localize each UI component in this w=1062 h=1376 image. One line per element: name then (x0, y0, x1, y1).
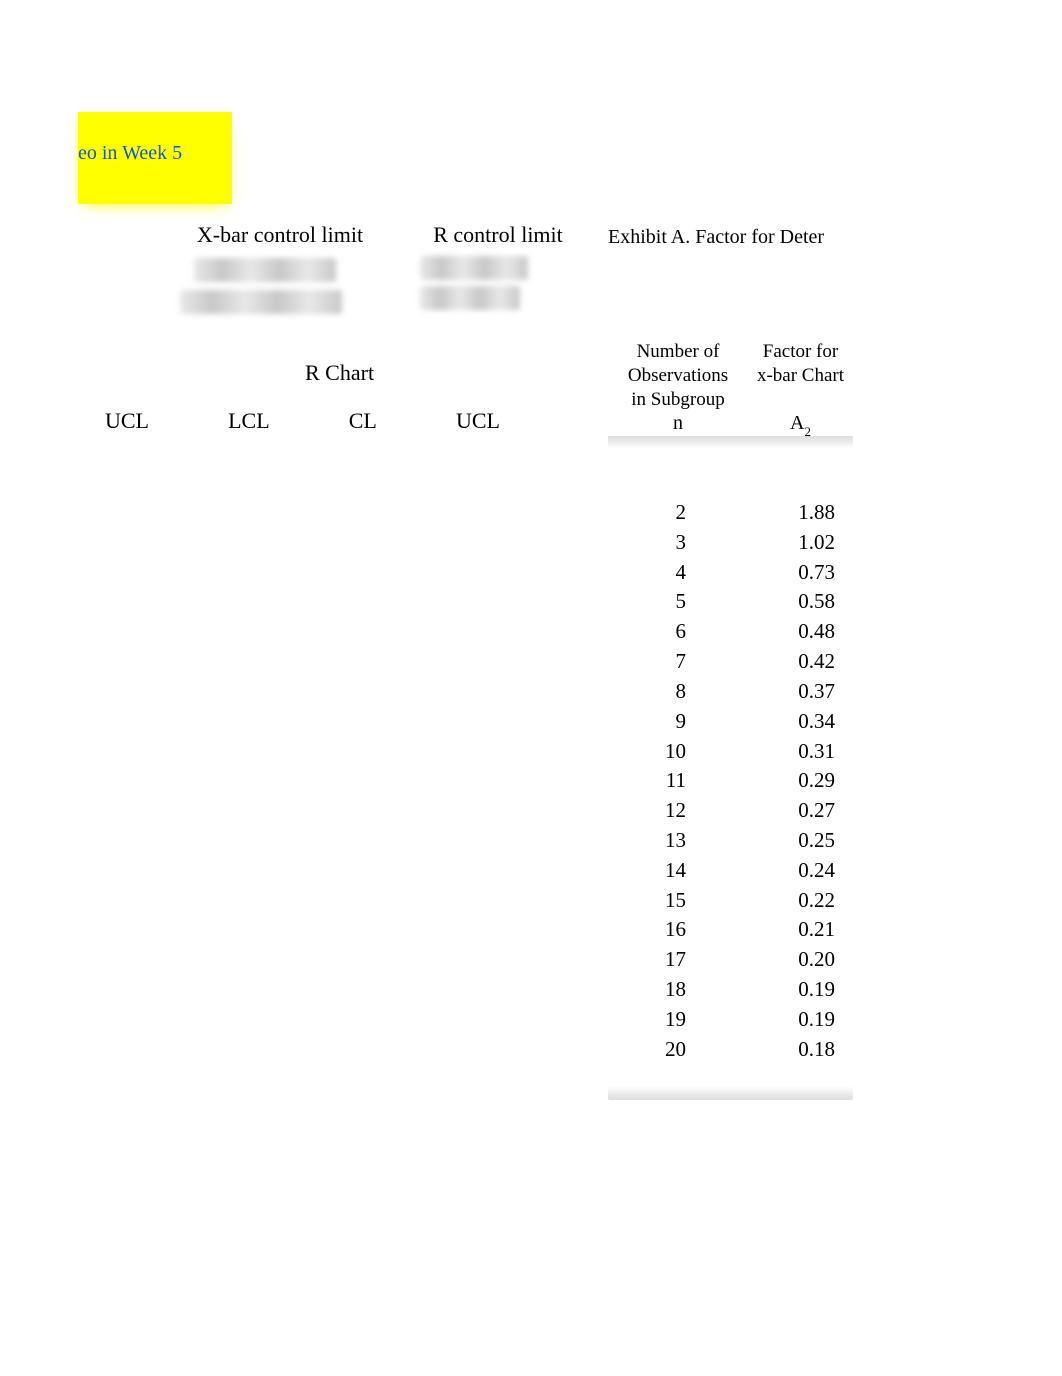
limit-labels-row: UCL LCL CL UCL (105, 408, 500, 434)
factor-a2-cell: 0.73 (748, 558, 853, 588)
factor-header-col1: Number of Observations in Subgroup (608, 340, 748, 411)
factor-a2-cell: 0.27 (748, 796, 853, 826)
table-row: 200.18 (608, 1035, 853, 1065)
factor-table-top-shadow (608, 436, 853, 448)
factor-n-cell: 9 (608, 707, 748, 737)
table-row: 70.42 (608, 647, 853, 677)
factor-a2-cell: 0.58 (748, 587, 853, 617)
factor-symbol-a2-base: A (790, 412, 804, 434)
factor-a2-cell: 0.31 (748, 737, 853, 767)
r-formula-blur-2 (420, 286, 520, 310)
limit-label-lcl: LCL (228, 408, 270, 434)
table-row: 110.29 (608, 766, 853, 796)
xbar-formula-blur-1 (194, 258, 336, 282)
factor-n-cell: 10 (608, 737, 748, 767)
factor-symbol-n: n (608, 412, 748, 438)
factor-n-cell: 16 (608, 915, 748, 945)
factor-header-col1-line1: Number of (608, 340, 748, 364)
table-row: 190.19 (608, 1005, 853, 1035)
factor-n-cell: 12 (608, 796, 748, 826)
limit-label-cl: CL (349, 408, 377, 434)
factor-n-cell: 20 (608, 1035, 748, 1065)
table-row: 150.22 (608, 886, 853, 916)
factor-n-cell: 11 (608, 766, 748, 796)
table-row: 50.58 (608, 587, 853, 617)
factor-a2-cell: 0.25 (748, 826, 853, 856)
limit-label-ucl-2: UCL (456, 408, 500, 434)
factor-n-cell: 2 (608, 498, 748, 528)
factor-n-cell: 18 (608, 975, 748, 1005)
table-row: 80.37 (608, 677, 853, 707)
factor-a2-cell: 0.19 (748, 1005, 853, 1035)
factor-a2-cell: 0.20 (748, 945, 853, 975)
factor-n-cell: 17 (608, 945, 748, 975)
factor-a2-cell: 0.48 (748, 617, 853, 647)
factor-n-cell: 14 (608, 856, 748, 886)
factor-n-cell: 7 (608, 647, 748, 677)
factor-a2-cell: 0.21 (748, 915, 853, 945)
table-row: 40.73 (608, 558, 853, 588)
factor-n-cell: 3 (608, 528, 748, 558)
factor-n-cell: 8 (608, 677, 748, 707)
table-row: 60.48 (608, 617, 853, 647)
table-row: 180.19 (608, 975, 853, 1005)
factor-n-cell: 19 (608, 1005, 748, 1035)
factor-n-cell: 15 (608, 886, 748, 916)
factor-header-col1-line2: Observations (608, 364, 748, 388)
r-formula-blur-1 (420, 256, 528, 280)
page: eo in Week 5 X-bar control limit R contr… (0, 0, 1062, 1376)
factor-n-cell: 6 (608, 617, 748, 647)
factor-header-col1-line3: in Subgroup (608, 388, 748, 412)
table-row: 140.24 (608, 856, 853, 886)
factor-a2-cell: 1.88 (748, 498, 853, 528)
table-row: 31.02 (608, 528, 853, 558)
xbar-formula-blur-2 (180, 290, 342, 314)
factor-symbol-a2: A2 (748, 412, 853, 438)
factor-a2-cell: 0.42 (748, 647, 853, 677)
factor-n-cell: 4 (608, 558, 748, 588)
factor-a2-cell: 1.02 (748, 528, 853, 558)
factor-header-col2: Factor for x-bar Chart (748, 340, 853, 411)
factor-n-cell: 13 (608, 826, 748, 856)
table-row: 130.25 (608, 826, 853, 856)
factor-a2-cell: 0.34 (748, 707, 853, 737)
factor-table-body: 21.8831.0240.7350.5860.4870.4280.3790.34… (608, 498, 853, 1064)
factor-n-cell: 5 (608, 587, 748, 617)
factor-symbol-row: n A2 (608, 412, 853, 438)
table-row: 160.21 (608, 915, 853, 945)
r-chart-heading: R Chart (305, 360, 374, 386)
table-row: 21.88 (608, 498, 853, 528)
table-row: 90.34 (608, 707, 853, 737)
factor-a2-cell: 0.22 (748, 886, 853, 916)
factor-a2-cell: 0.37 (748, 677, 853, 707)
xbar-control-limit-title: X-bar control limit (160, 222, 400, 248)
factor-a2-cell: 0.29 (748, 766, 853, 796)
factor-a2-cell: 0.19 (748, 975, 853, 1005)
factor-a2-cell: 0.24 (748, 856, 853, 886)
table-row: 170.20 (608, 945, 853, 975)
highlight-box: eo in Week 5 (78, 112, 232, 204)
factor-a2-cell: 0.18 (748, 1035, 853, 1065)
highlight-text: eo in Week 5 (78, 142, 182, 165)
r-control-limit-title: R control limit (408, 222, 588, 248)
factor-table-bottom-shadow (608, 1086, 853, 1100)
table-row: 120.27 (608, 796, 853, 826)
table-row: 100.31 (608, 737, 853, 767)
factor-table-header: Number of Observations in Subgroup Facto… (608, 340, 853, 411)
factor-header-col2-line2: x-bar Chart (748, 364, 853, 388)
limit-label-ucl-1: UCL (105, 408, 149, 434)
exhibit-title: Exhibit A. Factor for Deter (608, 226, 888, 249)
factor-header-col2-line1: Factor for (748, 340, 853, 364)
